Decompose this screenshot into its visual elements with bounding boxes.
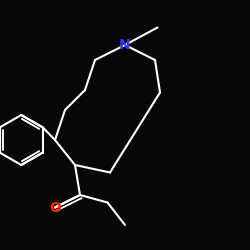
Text: N: N — [119, 38, 131, 52]
Text: O: O — [49, 200, 61, 214]
